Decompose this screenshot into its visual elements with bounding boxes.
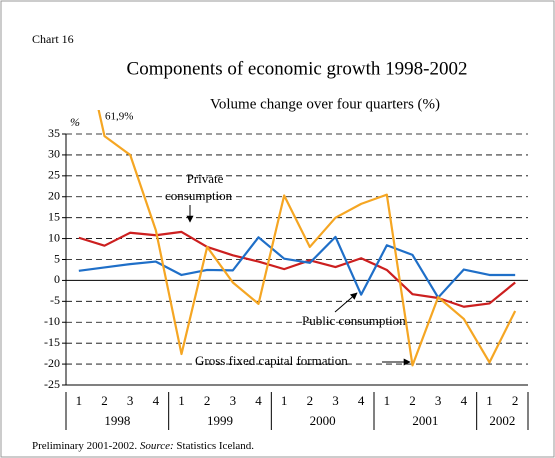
year-label: 2002 xyxy=(489,413,515,428)
chart-title: Components of economic growth 1998-2002 xyxy=(127,58,468,79)
x-tick-label: 1 xyxy=(76,393,83,408)
note: Preliminary 2001-2002. xyxy=(32,440,137,452)
y-tick-label: -10 xyxy=(44,314,60,328)
source: Statistics Iceland. xyxy=(176,440,254,452)
y-tick-label: -15 xyxy=(44,335,60,349)
year-label: 1998 xyxy=(104,413,130,428)
y-tick-label: 10 xyxy=(48,230,60,244)
x-tick-label: 1 xyxy=(178,393,185,408)
y-tick-label: 5 xyxy=(54,251,60,265)
series-line xyxy=(97,110,517,367)
peak-label: 61,9% xyxy=(105,111,133,123)
y-tick-label: 0 xyxy=(54,272,60,286)
x-tick-label: 4 xyxy=(358,393,365,408)
x-tick-label: 3 xyxy=(230,393,237,408)
source-label: Source: xyxy=(140,440,174,452)
y-tick-label: 35 xyxy=(48,126,60,140)
plot-lines xyxy=(78,110,517,367)
chart-subtitle: Volume change over four quarters (%) xyxy=(210,96,440,112)
year-label: 1999 xyxy=(207,413,233,428)
x-tick-label: 1 xyxy=(486,393,493,408)
chart-label: Chart 16 xyxy=(32,32,74,46)
x-tick-label: 3 xyxy=(127,393,134,408)
x-tick-label: 2 xyxy=(204,393,211,408)
series-line xyxy=(78,235,516,299)
x-tick-label: 4 xyxy=(153,393,160,408)
x-tick-label: 3 xyxy=(435,393,442,408)
y-tick-label: 15 xyxy=(48,209,60,223)
x-tick-label: 1 xyxy=(384,393,391,408)
x-tick-label: 4 xyxy=(255,393,262,408)
y-unit: % xyxy=(70,115,80,129)
y-tick-label: -25 xyxy=(44,377,60,391)
y-tick-label: 25 xyxy=(48,168,60,182)
x-tick-label: 1 xyxy=(281,393,288,408)
x-tick-label: 2 xyxy=(512,393,519,408)
series-annotation: Public consumption xyxy=(302,313,406,328)
footer: Preliminary 2001-2002. Source: Statistic… xyxy=(32,440,254,452)
y-tick-label: -5 xyxy=(50,293,60,307)
x-tick-label: 2 xyxy=(307,393,314,408)
y-tick-label: -20 xyxy=(44,356,60,370)
x-tick-label: 2 xyxy=(409,393,416,408)
y-tick-label: 30 xyxy=(48,147,60,161)
year-label: 2000 xyxy=(310,413,336,428)
year-label: 2001 xyxy=(412,413,438,428)
x-tick-label: 2 xyxy=(101,393,108,408)
x-tick-label: 4 xyxy=(461,393,468,408)
series-annotation: Gross fixed capital formation xyxy=(195,353,348,368)
y-tick-label: 20 xyxy=(48,189,60,203)
x-tick-label: 3 xyxy=(332,393,339,408)
series-annotation: Private consumption xyxy=(165,171,233,203)
annotation-arrow xyxy=(334,292,358,313)
